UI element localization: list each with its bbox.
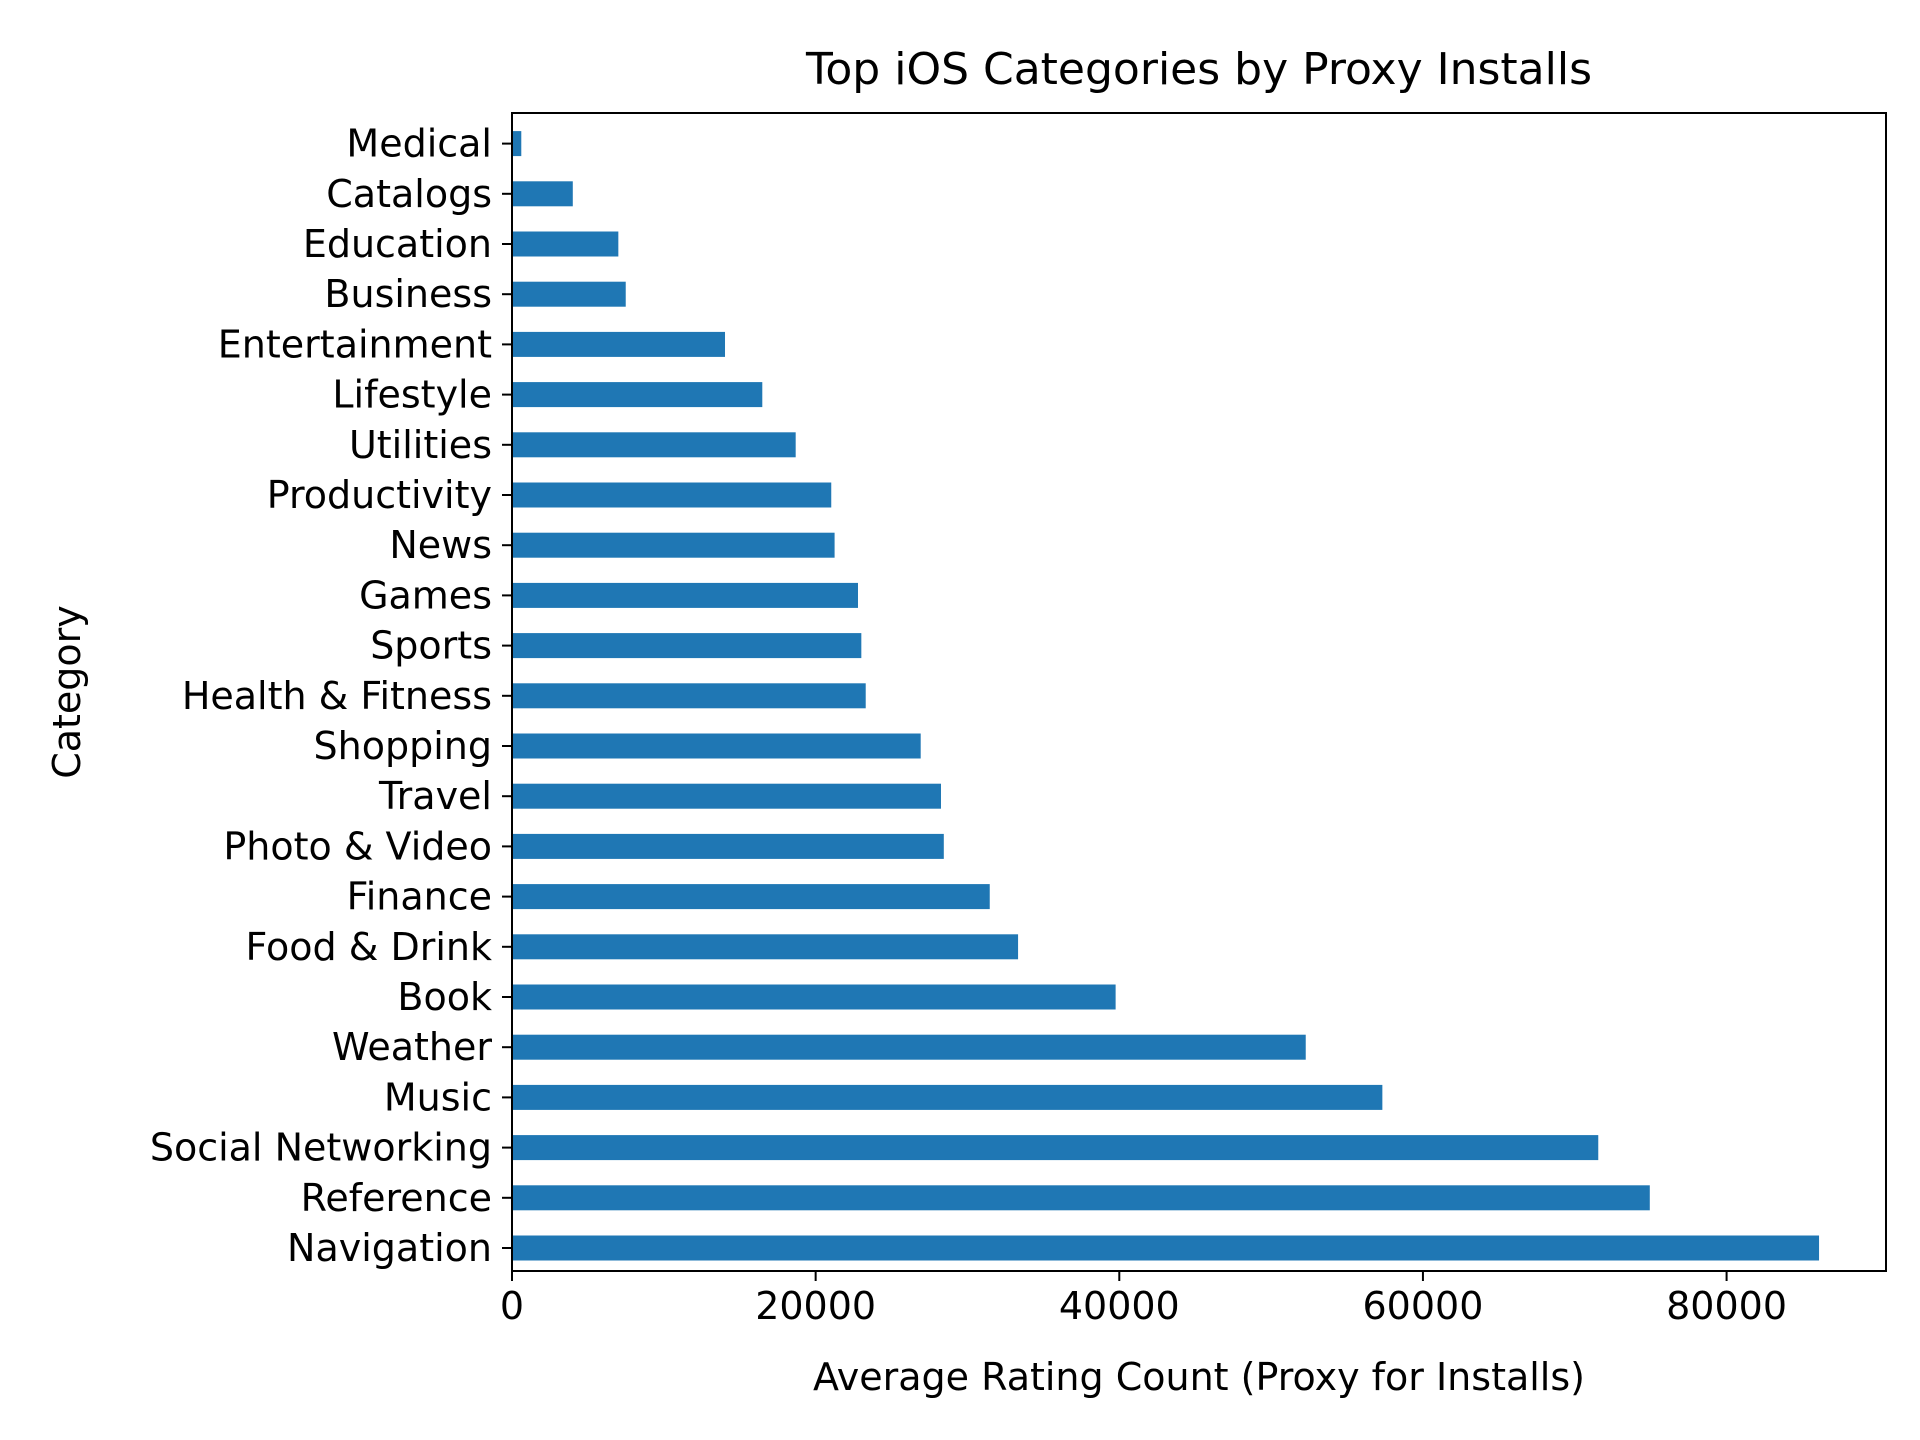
bar-shopping (512, 733, 921, 759)
bar-games (512, 582, 858, 608)
bar-education (512, 231, 619, 257)
bar-productivity (512, 482, 832, 508)
x-tick-label: 20000 (755, 1284, 876, 1328)
x-tick-label: 80000 (1666, 1284, 1787, 1328)
bar-music (512, 1084, 1383, 1110)
y-axis-label: Category (45, 605, 89, 779)
y-tick-label: News (389, 523, 492, 567)
bar-food-drink (512, 934, 1019, 960)
bar-utilities (512, 432, 796, 458)
y-tick-label: Photo & Video (223, 824, 492, 868)
y-tick-label: Games (359, 573, 492, 617)
x-axis-label: Average Rating Count (Proxy for Installs… (813, 1355, 1585, 1399)
y-tick-label: Health & Fitness (182, 674, 492, 718)
bar-weather (512, 1034, 1306, 1060)
y-axis-ticks: Navigation Reference Social Networking Musi… (150, 122, 512, 1270)
x-axis-ticks: 0 20000 40000 60000 80000 (500, 1271, 1787, 1328)
x-tick-label: 0 (500, 1284, 524, 1328)
y-tick-label: Utilities (349, 423, 492, 467)
plot-frame (511, 112, 1887, 1272)
bar-photo-video (512, 833, 944, 859)
x-tick-label: 60000 (1362, 1284, 1483, 1328)
bar-reference (512, 1185, 1650, 1211)
y-tick-label: Music (384, 1075, 492, 1119)
y-tick-label: Food & Drink (246, 925, 492, 969)
bar-entertainment (512, 331, 726, 357)
bar-sports (512, 633, 862, 659)
bar-catalogs (512, 181, 573, 207)
y-tick-label: Catalogs (326, 172, 492, 216)
bar-social-networking (512, 1135, 1599, 1161)
bar-book (512, 984, 1116, 1010)
y-tick-label: Sports (370, 624, 492, 668)
y-tick-label: Medical (346, 122, 492, 166)
x-tick-label: 40000 (1059, 1284, 1180, 1328)
y-tick-label: Entertainment (218, 322, 492, 366)
y-tick-label: Business (324, 272, 492, 316)
bar-business (512, 281, 626, 307)
chart-title: Top iOS Categories by Proxy Installs (805, 44, 1592, 95)
y-tick-label: Navigation (287, 1226, 492, 1270)
bar-group (512, 131, 1820, 1261)
y-tick-label: Social Networking (150, 1126, 492, 1170)
y-tick-label: Weather (332, 1025, 492, 1069)
y-tick-label: Education (303, 222, 492, 266)
y-tick-label: Book (397, 975, 492, 1019)
y-tick-label: Shopping (314, 724, 492, 768)
bar-travel (512, 783, 941, 809)
y-tick-label: Reference (301, 1176, 492, 1220)
bar-health-fitness (512, 683, 866, 709)
y-tick-label: Productivity (267, 473, 492, 517)
y-tick-label: Lifestyle (332, 373, 492, 417)
y-tick-label: Travel (378, 774, 492, 818)
y-tick-label: Finance (347, 875, 492, 919)
bar-lifestyle (512, 382, 763, 408)
bar-news (512, 532, 835, 558)
bar-navigation (512, 1235, 1820, 1261)
bar-medical (512, 131, 522, 157)
bar-finance (512, 884, 990, 910)
